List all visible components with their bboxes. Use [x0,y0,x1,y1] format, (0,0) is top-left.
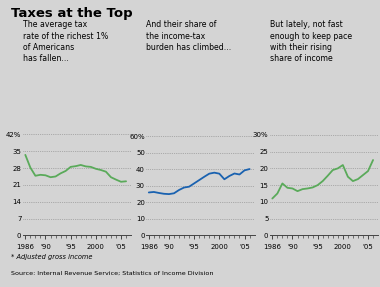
Text: Taxes at the Top: Taxes at the Top [11,7,133,20]
Text: Source: Internal Revenue Service; Statistics of Income Division: Source: Internal Revenue Service; Statis… [11,271,214,276]
Text: But lately, not fast
enough to keep pace
with their rising
share of income: But lately, not fast enough to keep pace… [270,20,352,63]
Text: The average tax
rate of the richest 1%
of Americans
has fallen...: The average tax rate of the richest 1% o… [23,20,108,63]
Text: * Adjusted gross income: * Adjusted gross income [11,254,93,260]
Text: And their share of
the income-tax
burden has climbed...: And their share of the income-tax burden… [146,20,231,52]
